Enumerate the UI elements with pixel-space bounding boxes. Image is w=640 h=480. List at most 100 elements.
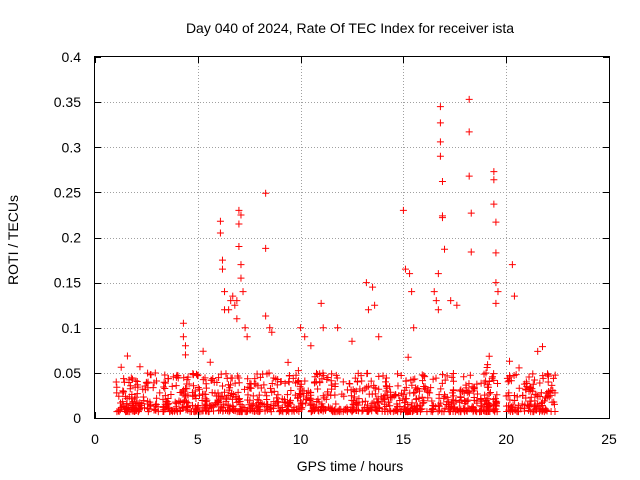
data-point [339,408,347,416]
data-point [485,378,493,386]
data-point [317,406,325,414]
data-point [181,385,189,393]
data-point [332,371,340,379]
data-point [318,375,326,383]
data-point [233,315,241,323]
data-point [490,168,498,176]
data-point [233,297,241,305]
data-point [221,388,229,396]
data-point [255,391,263,399]
data-point [375,385,383,393]
data-point [379,372,387,380]
data-point [454,406,462,414]
data-point [478,403,486,411]
y-tick-label: 0.15 [54,275,81,291]
data-point [434,270,442,278]
data-point [189,382,197,390]
data-point [465,128,473,136]
data-point [115,392,123,400]
data-point [484,361,492,369]
data-point [456,398,464,406]
data-point [264,401,272,409]
data-point [440,408,448,416]
data-point [222,370,230,378]
data-point [490,200,498,208]
data-point [373,398,381,406]
data-point [403,408,411,416]
data-point [486,388,494,396]
data-point [268,380,276,388]
data-point [448,373,456,381]
chart-title: Day 040 of 2024, Rate Of TEC Index for r… [186,20,514,36]
data-point [489,405,497,413]
data-point [296,383,304,391]
data-point [179,404,187,412]
data-point [473,380,481,388]
data-point [319,392,327,400]
data-point [402,377,410,385]
data-point [184,373,192,381]
data-point [450,392,458,400]
data-point [434,306,442,314]
data-point [441,404,449,412]
data-point [340,392,348,400]
data-point [297,399,305,407]
data-point [256,373,264,381]
x-tick-label: 0 [91,431,99,447]
data-point [490,176,498,184]
data-point [278,395,286,403]
data-point [404,353,412,361]
data-point [525,387,533,395]
data-point [251,375,259,383]
data-point [253,396,261,404]
data-point [481,407,489,415]
data-point [250,380,258,388]
data-point [161,371,169,379]
data-point [266,405,274,413]
data-point [449,386,457,394]
data-point [420,372,428,380]
data-point [331,391,339,399]
data-point [244,396,252,404]
data-point [178,404,186,412]
data-point [383,383,391,391]
data-point [536,379,544,387]
data-point [233,398,241,406]
data-point [353,400,361,408]
data-point [119,389,127,397]
data-point [332,400,340,408]
data-point [380,400,388,408]
data-point [437,385,445,393]
data-point [481,397,489,405]
data-point [539,372,547,380]
data-point [548,381,556,389]
data-point [226,381,234,389]
data-point [139,393,147,401]
data-point [274,402,282,410]
data-point [294,394,302,402]
data-point [299,392,307,400]
data-point [468,404,476,412]
data-point [348,337,356,345]
data-point [401,265,409,273]
data-point [144,369,152,377]
data-point [213,399,221,407]
data-point [301,333,309,341]
data-point [266,384,274,392]
data-point [485,390,493,398]
data-point [406,389,414,397]
data-point [328,370,336,378]
data-point [283,405,291,413]
data-point [119,398,127,406]
data-point [249,407,257,415]
data-point [262,189,270,197]
data-points [112,95,559,416]
data-point [394,408,402,416]
data-point [237,274,245,282]
data-point [453,301,461,309]
data-point [120,375,128,383]
data-point [493,408,501,416]
data-point [469,387,477,395]
x-axis: 0 5 10 15 20 25 [91,57,617,447]
data-point [278,404,286,412]
